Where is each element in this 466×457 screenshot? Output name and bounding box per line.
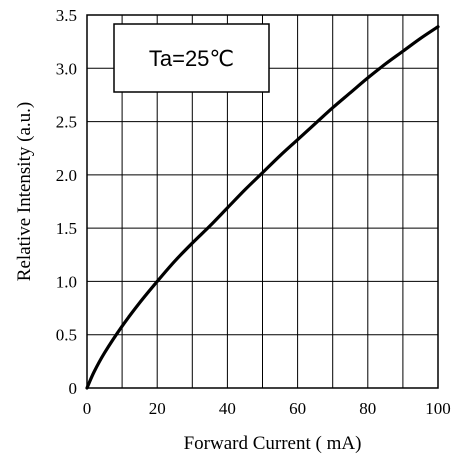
series-layer: [85, 25, 440, 390]
plot-frame: [86, 14, 439, 389]
annotation-rect: [113, 23, 270, 93]
x-tick-label: 100: [425, 399, 451, 418]
y-axis-label: Relative Intensity (a.u.): [14, 102, 35, 281]
y-tick-label: 0.5: [56, 326, 77, 345]
annotation-box: Ta=25℃: [113, 23, 270, 93]
y-tick-label: 0: [69, 379, 78, 398]
annotation-text: Ta=25℃: [149, 46, 234, 71]
x-tick-label: 0: [83, 399, 92, 418]
x-axis-label: Forward Current ( mA): [184, 433, 362, 454]
tick-labels: 0 20 40 60 80 100 0 0.5 1.0 1.5 2.0 2.5 3.0 3.5: [56, 6, 451, 418]
x-tick-label: 60: [289, 399, 306, 418]
x-tick-label: 20: [149, 399, 166, 418]
y-tick-label: 2.5: [56, 113, 77, 132]
y-tick-label: 3.5: [56, 6, 77, 25]
y-tick-label: 1.5: [56, 219, 77, 238]
series-line: [85, 25, 440, 390]
x-tick-label: 80: [359, 399, 376, 418]
y-tick-label: 1.0: [56, 272, 77, 291]
y-tick-label: 3.0: [56, 59, 77, 78]
x-tick-label: 40: [219, 399, 236, 418]
y-tick-label: 2.0: [56, 166, 77, 185]
